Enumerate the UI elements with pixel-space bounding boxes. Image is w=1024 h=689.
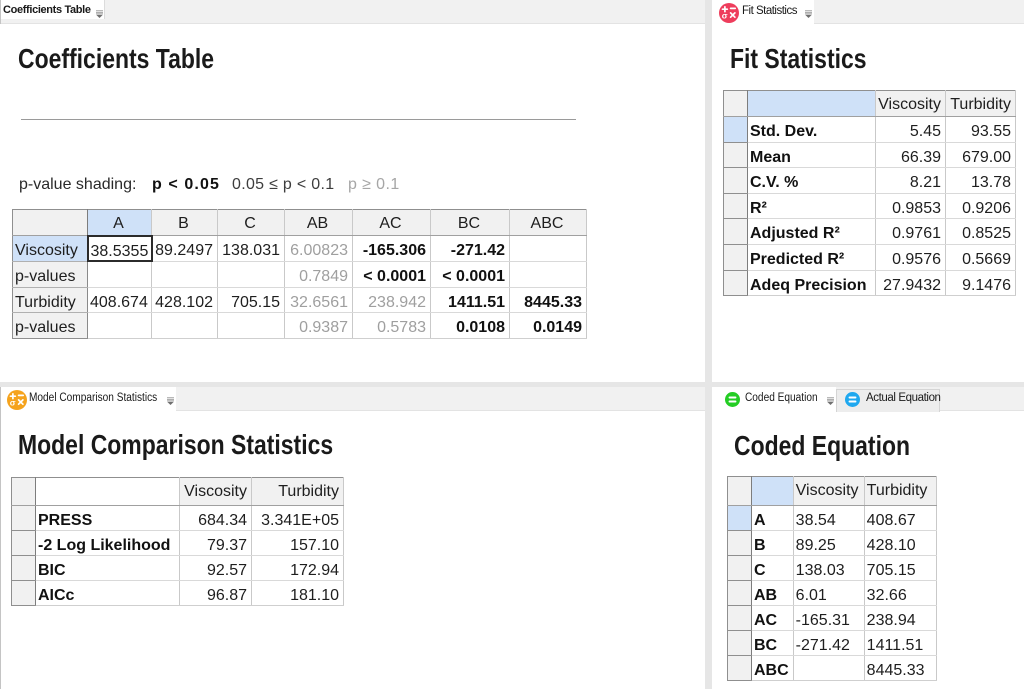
svg-text:σ: σ: [722, 11, 728, 21]
svg-text:σ: σ: [10, 398, 16, 408]
